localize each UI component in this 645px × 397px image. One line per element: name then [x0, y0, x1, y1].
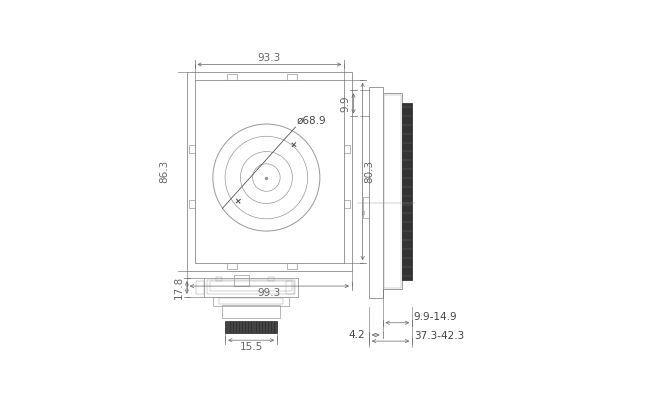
Bar	[268, 277, 274, 281]
Bar	[288, 263, 297, 269]
Text: 99.3: 99.3	[258, 288, 281, 298]
Bar	[210, 281, 292, 291]
Bar	[234, 276, 250, 286]
Bar	[363, 197, 369, 218]
Text: 17.8: 17.8	[174, 276, 184, 299]
Bar	[213, 297, 290, 306]
Text: 9.9-14.9: 9.9-14.9	[413, 312, 457, 322]
Text: 86.3: 86.3	[159, 160, 169, 183]
Text: 4.2: 4.2	[348, 330, 365, 340]
Text: 80.3: 80.3	[364, 160, 374, 183]
Bar	[189, 200, 195, 208]
Bar	[382, 93, 402, 289]
Bar	[344, 200, 350, 208]
Bar	[187, 72, 352, 271]
Bar	[195, 80, 344, 263]
Text: 37.3-42.3: 37.3-42.3	[413, 331, 464, 341]
Bar	[216, 277, 222, 281]
Bar	[225, 321, 277, 333]
Bar	[204, 278, 299, 297]
Text: 9.9: 9.9	[341, 95, 351, 112]
Bar	[384, 95, 401, 287]
Bar	[196, 281, 204, 294]
Bar	[219, 298, 283, 304]
Bar	[344, 145, 350, 153]
Bar	[207, 280, 295, 294]
Bar	[286, 281, 294, 294]
Bar	[402, 103, 412, 280]
Bar	[189, 145, 195, 153]
Text: ø68.9: ø68.9	[297, 116, 326, 125]
Bar	[222, 305, 280, 318]
Bar	[228, 74, 237, 80]
Text: 15.5: 15.5	[239, 342, 263, 352]
Text: 93.3: 93.3	[258, 53, 281, 63]
Bar	[288, 74, 297, 80]
Bar	[362, 211, 364, 214]
Bar	[228, 263, 237, 269]
Bar	[369, 87, 382, 298]
